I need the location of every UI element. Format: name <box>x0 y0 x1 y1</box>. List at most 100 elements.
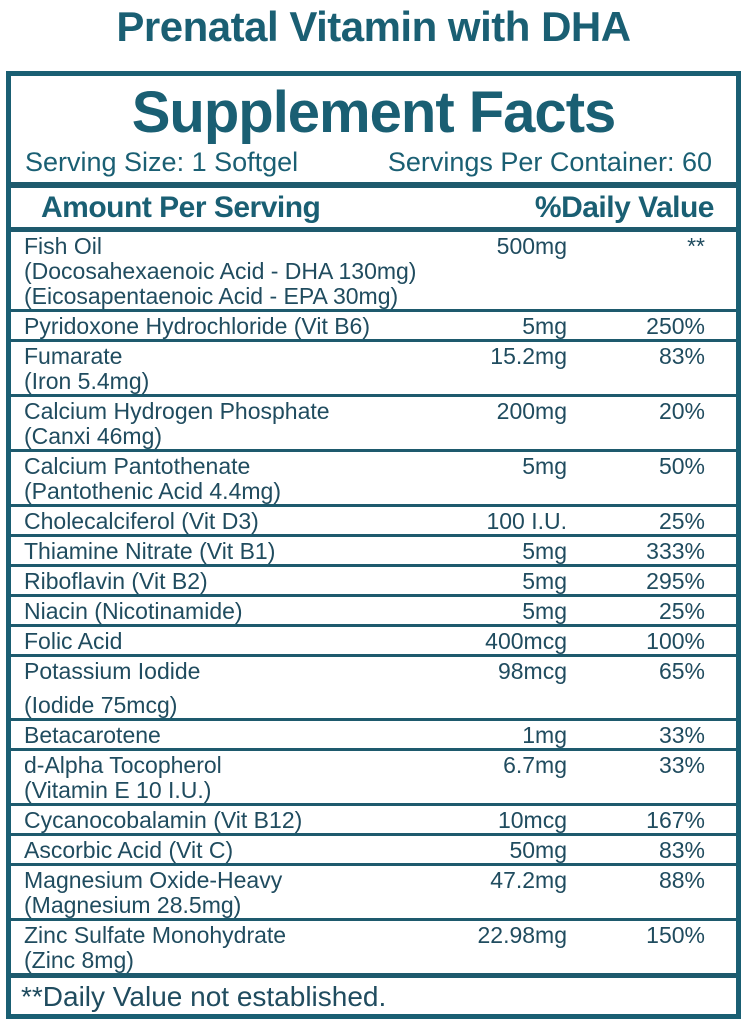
ingredient-name-cell: Cycanocobalamin (Vit B12) <box>11 808 454 832</box>
table-header-row: Amount Per Serving %Daily Value <box>11 188 736 227</box>
table-row: Ascorbic Acid (Vit C) 50mg 83% <box>11 833 736 863</box>
ingredient-name-cell: Riboflavin (Vit B2) <box>11 569 454 593</box>
table-row: Zinc Sulfate Monohydrate (Zinc 8mg) 22.9… <box>11 918 736 973</box>
ingredient-name: Betacarotene <box>24 722 161 748</box>
table-row: Magnesium Oxide-Heavy (Magnesium 28.5mg)… <box>11 863 736 918</box>
ingredient-name-cell: Niacin (Nicotinamide) <box>11 599 454 623</box>
table-row: Cholecalciferol (Vit D3) 100 I.U. 25% <box>11 504 736 534</box>
ingredient-daily-value: 167% <box>646 807 705 833</box>
table-row: d-Alpha Tocopherol (Vitamin E 10 I.U.) 6… <box>11 748 736 803</box>
ingredient-subtext: (Vitamin E 10 I.U.) <box>24 777 212 803</box>
ingredient-daily-value: 295% <box>646 568 705 594</box>
daily-value-footnote: **Daily Value not established. <box>21 981 387 1012</box>
ingredient-name: Folic Acid <box>24 628 123 654</box>
ingredient-name: Zinc Sulfate Monohydrate <box>24 922 287 948</box>
ingredient-daily-value: 20% <box>658 398 705 424</box>
ingredient-subtext: (Docosahexaenoic Acid - DHA 130mg) <box>24 258 417 284</box>
ingredient-amount: 22.98mg <box>477 922 567 948</box>
ingredient-daily-value: 83% <box>658 837 705 863</box>
ingredient-amount: 200mg <box>496 398 567 424</box>
ingredient-daily-value: 25% <box>658 598 705 624</box>
ingredient-amount: 5mg <box>522 453 567 479</box>
ingredient-name-cell: Pyridoxone Hydrochloride (Vit B6) <box>11 314 454 338</box>
serving-info-row: Serving Size: 1 Softgel Servings Per Con… <box>11 146 736 182</box>
ingredient-subtext: (Magnesium 28.5mg) <box>24 892 242 918</box>
ingredient-amount: 10mcg <box>497 807 567 833</box>
ingredient-daily-value: 33% <box>658 722 705 748</box>
ingredient-amount: 1mg <box>522 722 567 748</box>
ingredient-amount: 5mg <box>522 568 567 594</box>
table-row: Riboflavin (Vit B2) 5mg 295% <box>11 564 736 594</box>
ingredient-amount: 500mg <box>496 233 567 259</box>
ingredient-subtext: (Eicosapentaenoic Acid - EPA 30mg) <box>24 283 399 309</box>
ingredient-name: Fish Oil <box>24 233 102 259</box>
title-bar: Prenatal Vitamin with DHA <box>0 0 747 71</box>
amount-per-serving-header: Amount Per Serving <box>41 190 321 224</box>
facts-table-body: Fish Oil (Docosahexaenoic Acid - DHA 130… <box>11 227 736 973</box>
table-row: Fumarate (Iron 5.4mg) 15.2mg 83% <box>11 339 736 394</box>
ingredient-name: Ascorbic Acid (Vit C) <box>24 837 234 863</box>
thick-divider-top <box>11 182 736 188</box>
ingredient-amount: 15.2mg <box>490 343 567 369</box>
ingredient-name-cell: Folic Acid <box>11 629 454 653</box>
ingredient-amount: 50mg <box>509 837 567 863</box>
ingredient-name-cell: Fish Oil (Docosahexaenoic Acid - DHA 130… <box>11 234 454 308</box>
ingredient-name: Fumarate <box>24 343 123 369</box>
table-row: Potassium Iodide (Iodide 75mcg) 98mcg 65… <box>11 654 736 718</box>
thick-divider-bottom <box>11 973 736 978</box>
table-row: Fish Oil (Docosahexaenoic Acid - DHA 130… <box>11 232 736 309</box>
ingredient-name: Niacin (Nicotinamide) <box>24 598 243 624</box>
ingredient-amount: 5mg <box>522 313 567 339</box>
ingredient-amount: 47.2mg <box>490 867 567 893</box>
ingredient-name-cell: Ascorbic Acid (Vit C) <box>11 838 454 862</box>
ingredient-name-cell: Cholecalciferol (Vit D3) <box>11 509 454 533</box>
ingredient-name: Thiamine Nitrate (Vit B1) <box>24 538 276 564</box>
ingredient-name: Potassium Iodide <box>24 658 201 684</box>
ingredient-daily-value: 65% <box>658 658 705 684</box>
ingredient-amount: 100 I.U. <box>486 508 567 534</box>
ingredient-name-cell: Zinc Sulfate Monohydrate (Zinc 8mg) <box>11 923 454 972</box>
table-row: Pyridoxone Hydrochloride (Vit B6) 5mg 25… <box>11 309 736 339</box>
ingredient-name: Riboflavin (Vit B2) <box>24 568 208 594</box>
ingredient-name-cell: Calcium Hydrogen Phosphate (Canxi 46mg) <box>11 399 454 448</box>
ingredient-amount: 5mg <box>522 538 567 564</box>
ingredient-subtext: (Zinc 8mg) <box>24 947 134 973</box>
ingredient-name-cell: Potassium Iodide (Iodide 75mcg) <box>11 659 454 717</box>
ingredient-name: Calcium Hydrogen Phosphate <box>24 398 330 424</box>
ingredient-name: d-Alpha Tocopherol <box>24 752 222 778</box>
serving-size-text: Serving Size: 1 Softgel <box>25 147 299 177</box>
ingredient-amount: 5mg <box>522 598 567 624</box>
ingredient-name: Magnesium Oxide-Heavy <box>24 867 283 893</box>
ingredient-name: Calcium Pantothenate <box>24 453 251 479</box>
ingredient-daily-value: 150% <box>646 922 705 948</box>
ingredient-name: Pyridoxone Hydrochloride (Vit B6) <box>24 313 371 339</box>
ingredient-daily-value: 333% <box>646 538 705 564</box>
ingredient-daily-value: 33% <box>658 752 705 778</box>
ingredient-subtext: (Canxi 46mg) <box>24 423 163 449</box>
ingredient-amount: 400mcg <box>485 628 567 654</box>
supplement-facts-panel: Supplement Facts Serving Size: 1 Softgel… <box>6 71 741 1019</box>
ingredient-name-cell: Fumarate (Iron 5.4mg) <box>11 344 454 393</box>
table-row: Folic Acid 400mcg 100% <box>11 624 736 654</box>
page-title: Prenatal Vitamin with DHA <box>116 3 631 50</box>
table-row: Niacin (Nicotinamide) 5mg 25% <box>11 594 736 624</box>
ingredient-subtext: (Pantothenic Acid 4.4mg) <box>24 478 281 504</box>
table-row: Calcium Pantothenate (Pantothenic Acid 4… <box>11 449 736 504</box>
ingredient-name-cell: Magnesium Oxide-Heavy (Magnesium 28.5mg) <box>11 868 454 917</box>
ingredient-daily-value: 50% <box>658 453 705 479</box>
ingredient-name: Cycanocobalamin (Vit B12) <box>24 807 303 833</box>
supplement-facts-heading: Supplement Facts <box>131 80 617 145</box>
servings-per-container-text: Servings Per Container: 60 <box>387 147 712 177</box>
ingredient-name-cell: Calcium Pantothenate (Pantothenic Acid 4… <box>11 454 454 503</box>
ingredient-name: Cholecalciferol (Vit D3) <box>24 508 259 534</box>
table-row: Calcium Hydrogen Phosphate (Canxi 46mg) … <box>11 394 736 449</box>
ingredient-amount: 98mcg <box>497 658 567 684</box>
ingredient-daily-value: 100% <box>646 628 705 654</box>
ingredient-subtext: (Iodide 75mcg) <box>24 692 178 718</box>
ingredient-daily-value: 250% <box>646 313 705 339</box>
ingredient-daily-value: 83% <box>658 343 705 369</box>
ingredient-daily-value: ** <box>687 233 705 259</box>
ingredient-daily-value: 25% <box>658 508 705 534</box>
ingredient-amount: 6.7mg <box>503 752 567 778</box>
ingredient-daily-value: 88% <box>658 867 705 893</box>
